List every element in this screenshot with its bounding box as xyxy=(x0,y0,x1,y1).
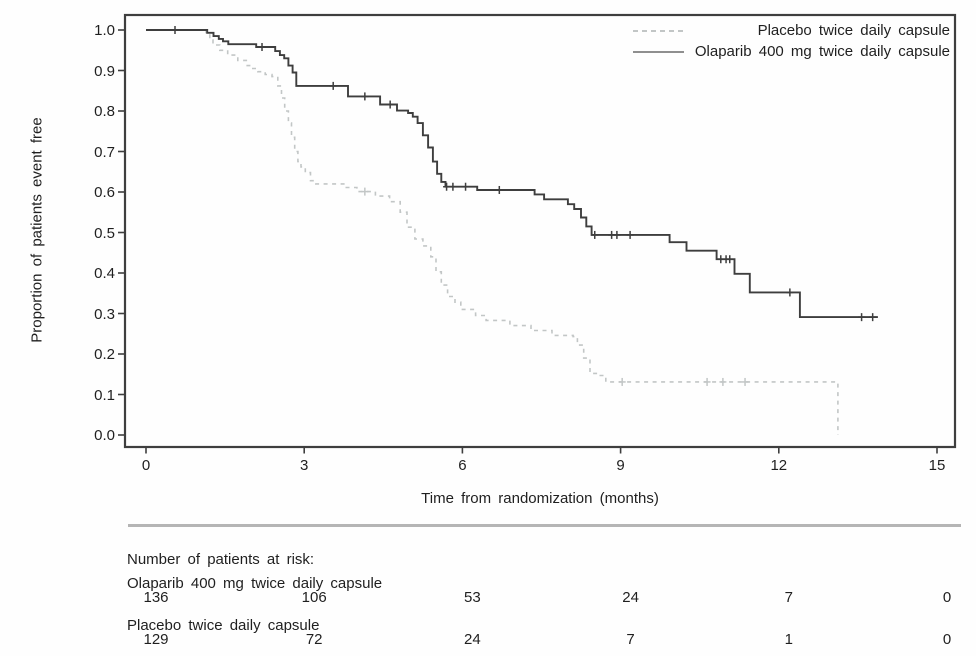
x-tick-label: 6 xyxy=(458,457,467,474)
y-tick-label: 0.7 xyxy=(94,143,115,161)
risk-value: 106 xyxy=(301,589,327,606)
legend: Placebo twice daily capsule Olaparib 400… xyxy=(633,20,950,62)
risk-value: 129 xyxy=(143,631,169,648)
risk-value: 72 xyxy=(305,631,323,648)
x-tick-label: 15 xyxy=(928,457,946,474)
risk-value: 1 xyxy=(784,631,793,648)
y-tick-label: 0.3 xyxy=(94,305,115,323)
olaparib-survival-curve xyxy=(146,29,878,319)
risk-row-label-olaparib: Olaparib 400 mg twice daily capsule xyxy=(127,575,383,592)
legend-item-placebo: Placebo twice daily capsule xyxy=(633,20,950,41)
legend-label-placebo: Placebo twice daily capsule xyxy=(757,22,950,39)
y-tick-label: 0.4 xyxy=(94,265,115,282)
y-tick-label: 0.9 xyxy=(94,62,115,80)
risk-value: 7 xyxy=(784,589,793,606)
y-tick-label: 0.2 xyxy=(94,346,115,363)
risk-value: 7 xyxy=(626,631,635,648)
x-tick-label: 12 xyxy=(770,457,788,474)
risk-row-label-placebo: Placebo twice daily capsule xyxy=(127,617,320,634)
risk-value: 0 xyxy=(942,631,952,648)
x-tick-label: 3 xyxy=(300,457,309,474)
y-tick-label: 1.0 xyxy=(94,22,115,39)
plot-frame xyxy=(123,13,957,449)
y-tick-label: 0.8 xyxy=(94,103,115,120)
legend-item-olaparib: Olaparib 400 mg twice daily capsule xyxy=(633,41,950,62)
legend-label-olaparib: Olaparib 400 mg twice daily capsule xyxy=(694,43,950,60)
risk-value: 24 xyxy=(464,631,481,648)
risk-value: 136 xyxy=(143,589,169,606)
risk-value: 24 xyxy=(622,589,639,606)
y-tick-label: 0.1 xyxy=(94,386,115,404)
y-tick-label: 0.6 xyxy=(94,184,115,201)
placebo-dashed-line-sample xyxy=(633,29,684,32)
x-axis-title: Time from randomization (months) xyxy=(421,490,659,507)
risk-value: 53 xyxy=(464,589,481,606)
placebo-survival-curve xyxy=(146,29,839,435)
risk-value: 0 xyxy=(942,589,952,606)
risk-table-separator xyxy=(128,524,961,527)
x-tick-label: 9 xyxy=(616,457,625,474)
x-tick-label: 0 xyxy=(141,457,151,474)
risk-table-title: Number of patients at risk: xyxy=(127,551,315,568)
y-tick-label: 0.5 xyxy=(94,224,115,242)
olaparib-solid-line-sample xyxy=(633,50,684,53)
y-axis-title: Proportion of patients event free xyxy=(28,117,46,343)
y-tick-label: 0.0 xyxy=(94,427,115,444)
